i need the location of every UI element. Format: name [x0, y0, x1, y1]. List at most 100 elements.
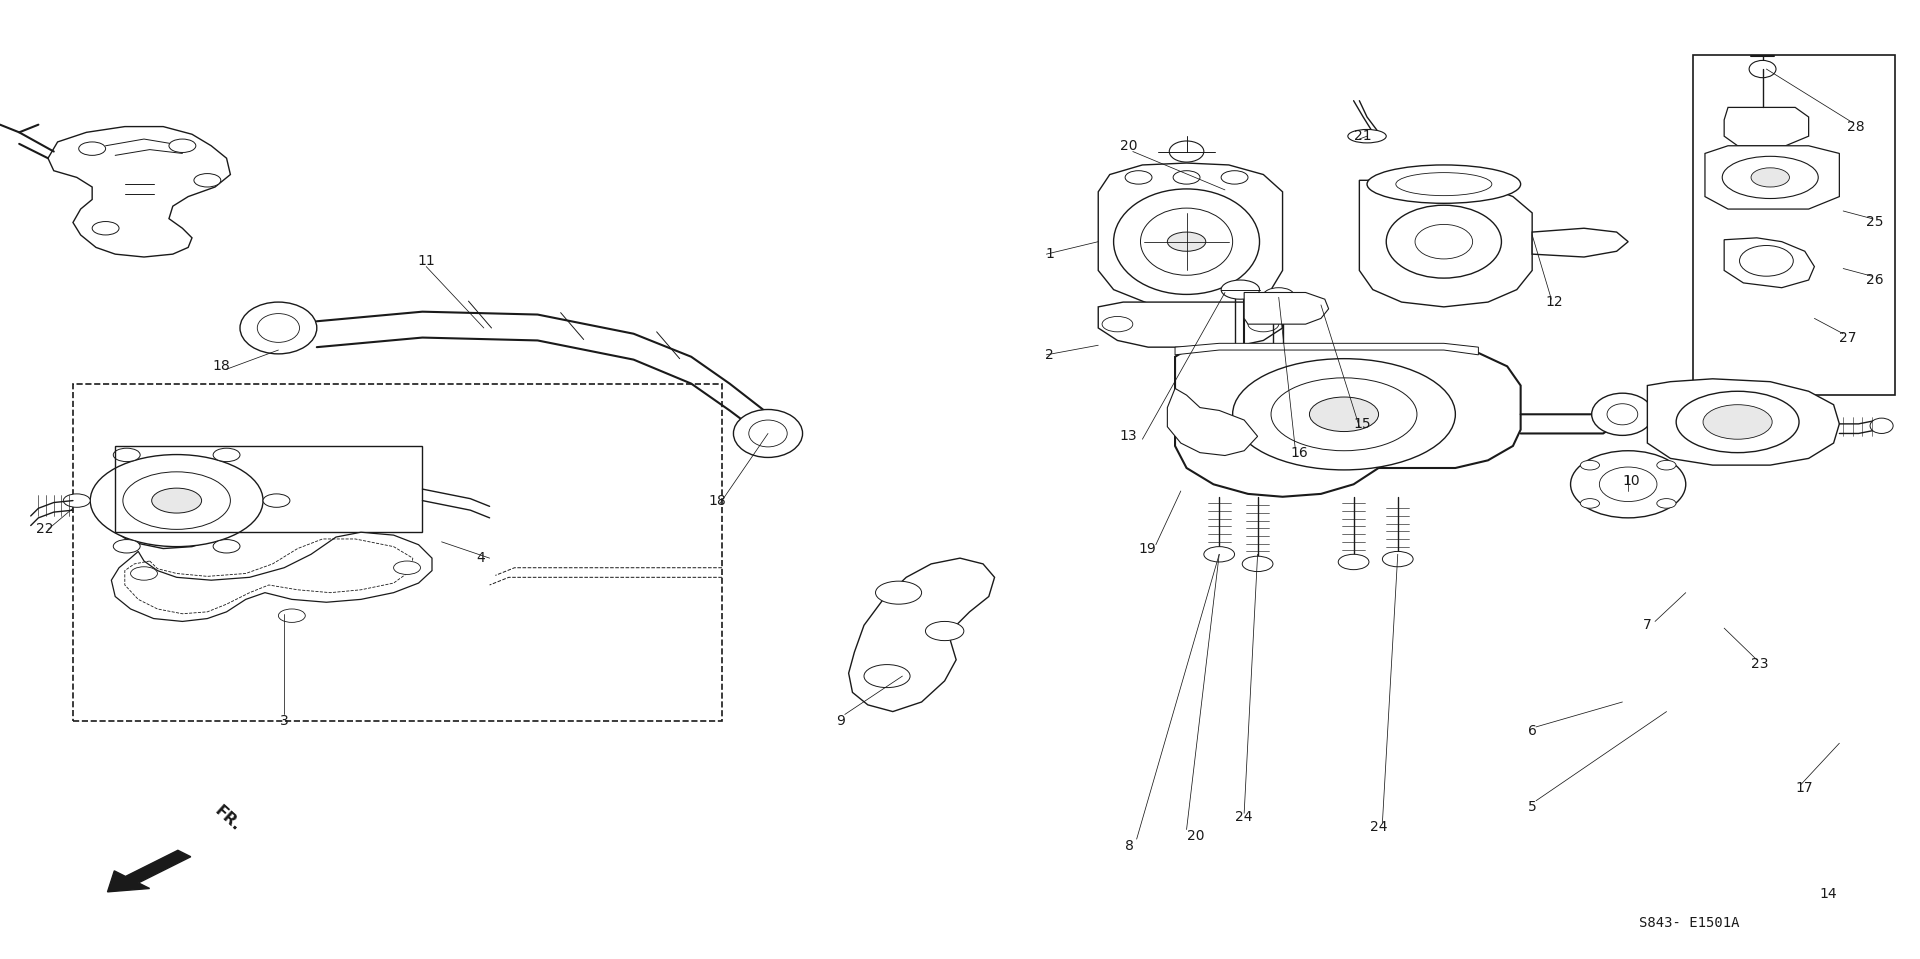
- Ellipse shape: [1749, 60, 1776, 78]
- FancyArrow shape: [108, 851, 190, 892]
- Ellipse shape: [1396, 173, 1492, 196]
- Ellipse shape: [1248, 316, 1279, 332]
- Ellipse shape: [169, 139, 196, 152]
- Ellipse shape: [1740, 246, 1793, 276]
- Ellipse shape: [733, 409, 803, 457]
- Text: 18: 18: [708, 494, 726, 507]
- Polygon shape: [1532, 228, 1628, 257]
- Text: 20: 20: [1119, 139, 1139, 152]
- Ellipse shape: [1271, 378, 1417, 451]
- Text: 12: 12: [1546, 295, 1563, 309]
- Text: 18: 18: [213, 360, 230, 373]
- Ellipse shape: [1338, 554, 1369, 570]
- Ellipse shape: [1169, 141, 1204, 162]
- Ellipse shape: [1571, 451, 1686, 518]
- Text: 13: 13: [1119, 430, 1137, 443]
- Polygon shape: [1175, 347, 1521, 497]
- Text: 7: 7: [1644, 619, 1651, 632]
- Ellipse shape: [1870, 418, 1893, 433]
- Polygon shape: [1705, 146, 1839, 209]
- Polygon shape: [1167, 388, 1258, 456]
- Polygon shape: [111, 532, 432, 621]
- Text: FR.: FR.: [211, 804, 244, 834]
- Text: 1: 1: [1044, 247, 1054, 261]
- Polygon shape: [849, 558, 995, 712]
- Polygon shape: [1098, 163, 1283, 309]
- Ellipse shape: [123, 472, 230, 529]
- Ellipse shape: [749, 420, 787, 447]
- Text: 20: 20: [1187, 830, 1204, 843]
- Text: 15: 15: [1354, 417, 1371, 431]
- Text: 23: 23: [1751, 657, 1768, 670]
- Polygon shape: [1724, 238, 1814, 288]
- Ellipse shape: [1676, 391, 1799, 453]
- Text: 11: 11: [417, 254, 436, 268]
- Ellipse shape: [1367, 165, 1521, 203]
- Ellipse shape: [1599, 467, 1657, 502]
- Ellipse shape: [1204, 547, 1235, 562]
- Polygon shape: [96, 458, 246, 549]
- Ellipse shape: [1263, 288, 1294, 303]
- Ellipse shape: [864, 665, 910, 688]
- Ellipse shape: [1722, 156, 1818, 199]
- Polygon shape: [1098, 302, 1283, 347]
- Text: 26: 26: [1866, 273, 1884, 287]
- Ellipse shape: [1607, 404, 1638, 425]
- Text: 19: 19: [1139, 542, 1156, 555]
- Text: 21: 21: [1354, 129, 1371, 143]
- Text: 6: 6: [1528, 724, 1536, 737]
- Ellipse shape: [194, 174, 221, 187]
- Text: S843- E1501A: S843- E1501A: [1640, 916, 1740, 929]
- Polygon shape: [48, 127, 230, 257]
- Text: 2: 2: [1044, 348, 1054, 362]
- Ellipse shape: [263, 494, 290, 507]
- Ellipse shape: [213, 448, 240, 461]
- Ellipse shape: [1580, 460, 1599, 470]
- Ellipse shape: [213, 540, 240, 553]
- Text: 16: 16: [1290, 446, 1308, 459]
- Ellipse shape: [257, 314, 300, 342]
- Ellipse shape: [394, 561, 420, 574]
- Text: 24: 24: [1369, 820, 1388, 833]
- Ellipse shape: [1114, 189, 1260, 294]
- Ellipse shape: [925, 621, 964, 641]
- Ellipse shape: [1382, 551, 1413, 567]
- Ellipse shape: [1415, 224, 1473, 259]
- Ellipse shape: [1221, 280, 1260, 299]
- Ellipse shape: [1173, 171, 1200, 184]
- Ellipse shape: [1657, 460, 1676, 470]
- Ellipse shape: [1140, 208, 1233, 275]
- Text: 10: 10: [1622, 475, 1640, 488]
- Ellipse shape: [1386, 205, 1501, 278]
- Ellipse shape: [63, 494, 90, 507]
- Text: 28: 28: [1847, 120, 1864, 133]
- Ellipse shape: [876, 581, 922, 604]
- Ellipse shape: [1309, 397, 1379, 432]
- Ellipse shape: [278, 609, 305, 622]
- Ellipse shape: [1657, 499, 1676, 508]
- Text: 17: 17: [1795, 782, 1812, 795]
- Ellipse shape: [92, 222, 119, 235]
- Ellipse shape: [1242, 556, 1273, 572]
- Text: 9: 9: [837, 714, 845, 728]
- Polygon shape: [1724, 107, 1809, 146]
- Text: 25: 25: [1866, 216, 1884, 229]
- Polygon shape: [1647, 379, 1839, 465]
- Ellipse shape: [113, 540, 140, 553]
- Text: 4: 4: [476, 551, 486, 565]
- Text: 14: 14: [1818, 887, 1837, 901]
- Text: 5: 5: [1528, 801, 1536, 814]
- Polygon shape: [1175, 343, 1478, 355]
- Text: 27: 27: [1839, 331, 1857, 344]
- Ellipse shape: [1167, 232, 1206, 251]
- Ellipse shape: [1102, 316, 1133, 332]
- Ellipse shape: [90, 455, 263, 547]
- Ellipse shape: [79, 142, 106, 155]
- Ellipse shape: [152, 488, 202, 513]
- Ellipse shape: [1233, 359, 1455, 470]
- Ellipse shape: [1221, 171, 1248, 184]
- Ellipse shape: [240, 302, 317, 354]
- Text: 22: 22: [36, 523, 54, 536]
- Ellipse shape: [1125, 171, 1152, 184]
- Ellipse shape: [131, 567, 157, 580]
